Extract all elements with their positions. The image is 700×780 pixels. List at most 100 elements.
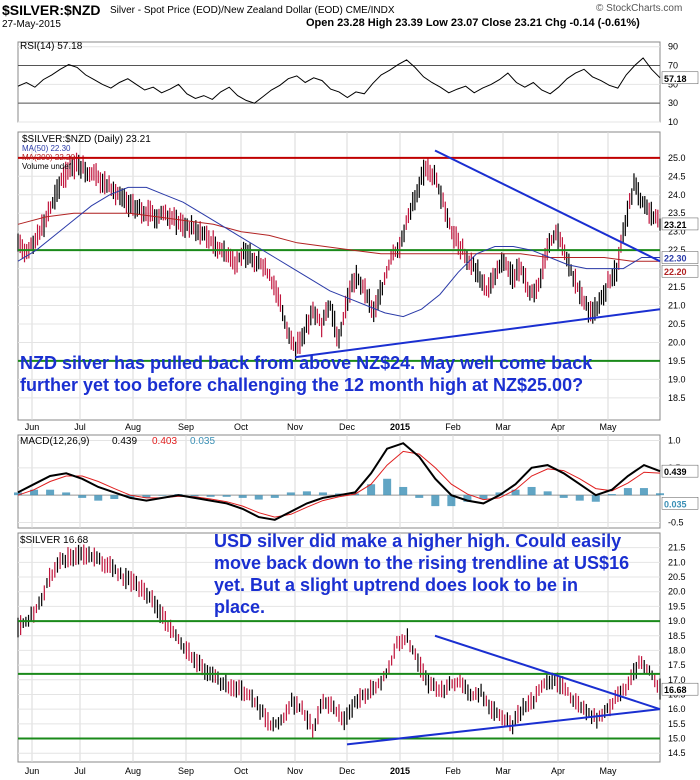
macd-histogram-bar	[302, 491, 311, 496]
macd-histogram-bar	[110, 495, 119, 500]
macd-legend-name: MACD(12,26,9)	[20, 436, 89, 447]
nzd-x-label-May: May	[599, 422, 617, 432]
macd-tick-label: 1.0	[668, 435, 681, 445]
macd-histogram-bar	[367, 484, 376, 496]
watermark: © StockCharts.com	[596, 3, 683, 14]
macd-histogram-bar	[270, 495, 279, 498]
macd-histogram-bar	[575, 495, 584, 501]
macd-histogram-bar	[30, 489, 39, 496]
nzd-tick-label: 21.0	[668, 301, 686, 311]
macd-line	[17, 442, 661, 521]
macd-histogram-bar	[142, 495, 151, 498]
nzd-x-label-Oct: Oct	[234, 422, 249, 432]
macd-legend-hist: 0.035	[190, 436, 215, 447]
macd-histogram-bar	[623, 488, 632, 496]
macd-histogram-bar	[158, 495, 167, 496]
macd-histogram-bar	[383, 478, 392, 496]
nzd-x-label-Jul: Jul	[74, 422, 86, 432]
nzd-x-label-Nov: Nov	[287, 422, 304, 432]
usd-annotation: USD silver did make a higher high. Could…	[214, 531, 630, 617]
macd-signal-line	[17, 450, 661, 518]
nzd-ma50-label-box	[661, 251, 699, 264]
nzd-tick-label: 20.0	[668, 337, 686, 347]
nzd-x-label-Apr: Apr	[551, 422, 565, 432]
usd-x-label-Jun: Jun	[25, 766, 40, 776]
macd-histogram-bar	[14, 492, 22, 496]
macd-histogram-bar	[286, 492, 295, 496]
macd-histogram-bar	[559, 495, 568, 498]
usd-x-label-Sep: Sep	[178, 766, 194, 776]
usd-trendline-0	[434, 634, 661, 711]
macd-histogram-bar	[94, 495, 103, 501]
nzd-x-label-2015: 2015	[390, 422, 410, 432]
macd-legend-macd: 0.439	[112, 436, 137, 447]
nzd-tick-label: 19.0	[668, 374, 686, 384]
macd-histogram-bar	[656, 493, 664, 496]
usd-x-label-Dec: Dec	[339, 766, 356, 776]
macd-histogram-bar	[318, 492, 327, 496]
macd-histogram-bar	[62, 492, 71, 496]
nzd-x-label-Jun: Jun	[25, 422, 40, 432]
nzd-tick-label: 24.5	[668, 171, 686, 181]
macd-histogram-bar	[78, 495, 87, 498]
chart-date: 27-May-2015	[2, 19, 61, 30]
macd-histogram-bar	[415, 495, 424, 498]
usd-x-label-Nov: Nov	[287, 766, 304, 776]
rsi-last-label-box	[661, 71, 699, 85]
macd-histogram-bar	[46, 489, 55, 496]
usd-tick-label: 17.0	[668, 675, 686, 685]
rsi-legend: RSI(14) 57.18	[20, 41, 83, 52]
usd-x-label-May: May	[599, 766, 617, 776]
nzd-legend-0: $SILVER:$NZD (Daily) 23.21	[22, 134, 151, 145]
macd-panel	[17, 434, 661, 529]
nzd-x-label-Dec: Dec	[339, 422, 356, 432]
rsi-panel	[17, 41, 661, 123]
usd-x-label-Apr: Apr	[551, 766, 565, 776]
macd-histogram-bar	[238, 495, 247, 498]
usd-x-label-Jul: Jul	[74, 766, 86, 776]
nzd-legend-3: Volume undef	[22, 162, 72, 171]
usd-tick-label: 14.5	[668, 748, 686, 758]
macd-histogram-bar	[254, 495, 263, 500]
nzd-ma200-label: 22.20	[664, 267, 687, 277]
macd-tick-label: -0.5	[668, 518, 684, 528]
macd-histogram-bar	[190, 495, 199, 497]
rsi-tick-label: 90	[668, 42, 678, 52]
usd-x-label-Mar: Mar	[495, 766, 511, 776]
rsi-tick-label: 30	[668, 98, 678, 108]
usd-last-label: 16.68	[664, 685, 687, 695]
usd-tick-label: 20.0	[668, 587, 686, 597]
nzd-trendline-0	[434, 149, 661, 263]
rsi-tick-label: 70	[668, 61, 678, 71]
usd-tick-label: 19.0	[668, 616, 686, 626]
usd-tick-label: 15.5	[668, 719, 686, 729]
usd-trendline-1	[346, 708, 661, 746]
nzd-last-label: 23.21	[664, 220, 687, 230]
nzd-ma200-line	[17, 212, 660, 262]
nzd-tick-label: 23.5	[668, 208, 686, 218]
nzd-ma200-label-box	[661, 264, 699, 278]
nzd-ma50-line	[17, 186, 660, 318]
macd-histogram-bar	[479, 495, 488, 500]
nzd-x-label-Feb: Feb	[445, 422, 461, 432]
rsi-line	[17, 57, 661, 104]
nzd-legend-2: MA(200) 22.20	[22, 153, 75, 162]
usd-last-label-box	[661, 682, 699, 696]
symbol-title: $SILVER:$NZD	[2, 2, 101, 18]
macd-histogram-bar	[222, 495, 231, 497]
usd-legend: $SILVER 16.68	[20, 535, 89, 546]
nzd-x-label-Sep: Sep	[178, 422, 194, 432]
nzd-legend-1: MA(50) 22.30	[22, 144, 71, 153]
nzd-tick-label: 25.0	[668, 153, 686, 163]
macd-histogram-bar	[495, 492, 504, 496]
nzd-last-label-box	[661, 217, 699, 231]
usd-tick-label: 18.5	[668, 631, 686, 641]
macd-hist-label: 0.035	[664, 499, 687, 509]
rsi-last-label: 57.18	[664, 74, 687, 84]
usd-tick-label: 19.5	[668, 601, 686, 611]
usd-tick-label: 17.5	[668, 660, 686, 670]
nzd-tick-label: 20.5	[668, 319, 686, 329]
macd-histogram-bar	[543, 491, 552, 496]
macd-histogram-bar	[607, 494, 616, 496]
